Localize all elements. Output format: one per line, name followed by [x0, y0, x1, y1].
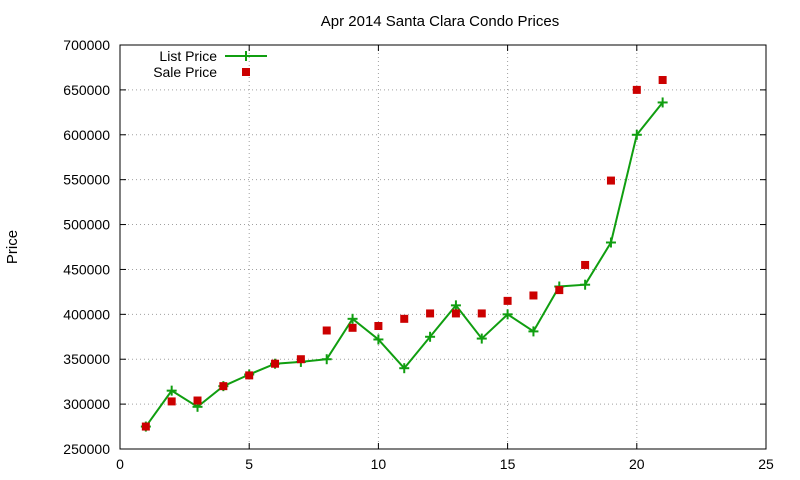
sale-price-point — [555, 286, 564, 295]
list-price-point — [373, 334, 384, 345]
plot-frame — [119, 44, 767, 450]
series-layer — [140, 76, 668, 432]
list-price-point — [425, 331, 436, 342]
y-tick-label: 700000 — [63, 37, 110, 53]
sale-price-point — [451, 309, 460, 318]
sale-price-point — [632, 85, 641, 94]
list-price-point — [580, 279, 591, 290]
list-price-point — [347, 313, 358, 324]
y-tick-label: 500000 — [63, 217, 110, 233]
list-price-point — [528, 326, 539, 337]
sale-price-point — [529, 291, 538, 300]
list-price-point — [321, 354, 332, 365]
sale-price-point — [581, 260, 590, 269]
axis-ticks: 250000 300000 350000 400000 450000 500000 5500… — [63, 37, 774, 472]
sale-price-point — [141, 422, 150, 431]
y-tick-label: 450000 — [63, 261, 110, 277]
y-tick-label: 550000 — [63, 172, 110, 188]
y-tick-label: 650000 — [63, 82, 110, 98]
y-tick-label: 250000 — [63, 441, 110, 457]
y-tick-label: 350000 — [63, 351, 110, 367]
list-price-point — [166, 385, 177, 396]
x-tick-label: 15 — [500, 456, 516, 472]
legend-marker — [242, 68, 250, 76]
list-price-point — [502, 309, 513, 320]
y-axis-label: Price — [4, 230, 21, 264]
y-tick-label: 400000 — [63, 306, 110, 322]
sale-price-point — [658, 76, 667, 85]
y-tick-label: 600000 — [63, 127, 110, 143]
y-tick-label: 300000 — [63, 396, 110, 412]
x-tick-label: 25 — [758, 456, 774, 472]
sale-price-point — [219, 382, 228, 391]
list-price-point — [657, 97, 668, 108]
sale-price-point — [348, 323, 357, 332]
sale-price-point — [167, 397, 176, 406]
sale-price-point — [193, 396, 202, 405]
sale-price-point — [606, 176, 615, 185]
list-price-point — [399, 363, 410, 374]
sale-price-point — [245, 371, 254, 380]
x-tick-label: 0 — [116, 456, 124, 472]
sale-price-point — [400, 314, 409, 323]
list-price-point — [450, 300, 461, 311]
list-price-point — [631, 129, 642, 140]
x-tick-label: 10 — [371, 456, 387, 472]
list-price-point — [605, 237, 616, 248]
x-tick-label: 20 — [629, 456, 645, 472]
sale-price-point — [426, 309, 435, 318]
sale-price-point — [271, 359, 280, 368]
chart-title: Apr 2014 Santa Clara Condo Prices — [321, 13, 559, 30]
x-tick-label: 5 — [245, 456, 253, 472]
series-sale-price — [141, 76, 667, 431]
sale-price-point — [374, 322, 383, 331]
sale-price-point — [477, 309, 486, 318]
sale-price-point — [503, 296, 512, 305]
legend-label: List Price — [159, 48, 217, 64]
legend-label: Sale Price — [153, 64, 217, 80]
legend-marker — [225, 51, 267, 61]
list-price-point — [476, 333, 487, 344]
grid-lines — [120, 45, 766, 449]
sale-price-point — [322, 326, 331, 335]
sale-price-point — [296, 355, 305, 364]
